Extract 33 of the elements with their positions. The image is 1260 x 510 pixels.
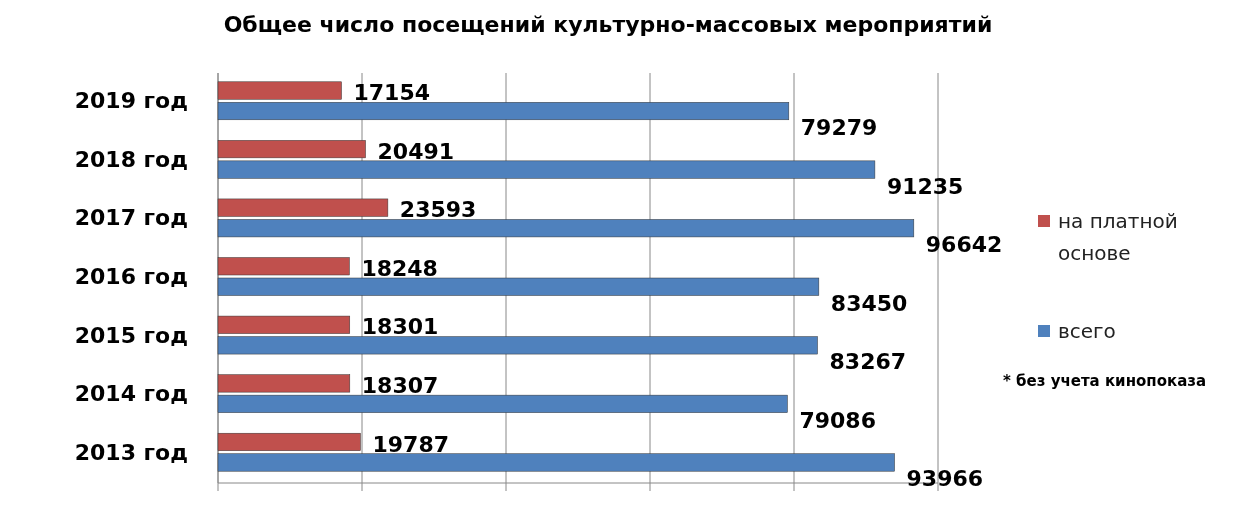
y-tick-label: 2015 год bbox=[74, 322, 188, 348]
y-tick-label: 2013 год bbox=[74, 439, 188, 465]
legend-label: на платной основе bbox=[1058, 209, 1178, 265]
bar bbox=[217, 336, 818, 355]
y-tick-label: 2016 год bbox=[74, 264, 188, 289]
data-label: 19787 bbox=[372, 431, 450, 457]
y-tick-label: 2014 год bbox=[74, 381, 188, 407]
data-label: 79086 bbox=[799, 407, 876, 433]
data-label: 18307 bbox=[361, 372, 439, 398]
bar bbox=[217, 432, 361, 451]
data-label: 93966 bbox=[906, 466, 984, 492]
text: * без учета кинопоказа bbox=[1003, 372, 1207, 390]
y-tick-label: 2018 год bbox=[74, 146, 188, 172]
y-tick-label: 2019 год bbox=[74, 88, 188, 114]
data-label: 20491 bbox=[377, 138, 455, 164]
bar bbox=[217, 453, 895, 472]
bar bbox=[217, 102, 790, 121]
data-label: 18301 bbox=[361, 314, 439, 340]
data-label: 17154 bbox=[353, 80, 431, 106]
data-label: 83267 bbox=[829, 349, 907, 375]
y-tick-label: 2017 год bbox=[74, 205, 188, 231]
data-label: 96642 bbox=[925, 232, 1003, 258]
bar bbox=[217, 198, 389, 217]
legend-label: всего bbox=[1058, 319, 1116, 343]
bar bbox=[217, 219, 915, 238]
data-label: 79279 bbox=[800, 114, 878, 140]
data-label: 18248 bbox=[361, 255, 438, 281]
chart-title: Общее число посещений культурно-массовых мероприятий bbox=[223, 12, 993, 37]
data-label: 83450 bbox=[830, 290, 908, 316]
data-label: 23593 bbox=[399, 197, 477, 223]
bar bbox=[217, 81, 342, 100]
data-label: 91235 bbox=[886, 173, 964, 199]
bar bbox=[217, 315, 351, 334]
